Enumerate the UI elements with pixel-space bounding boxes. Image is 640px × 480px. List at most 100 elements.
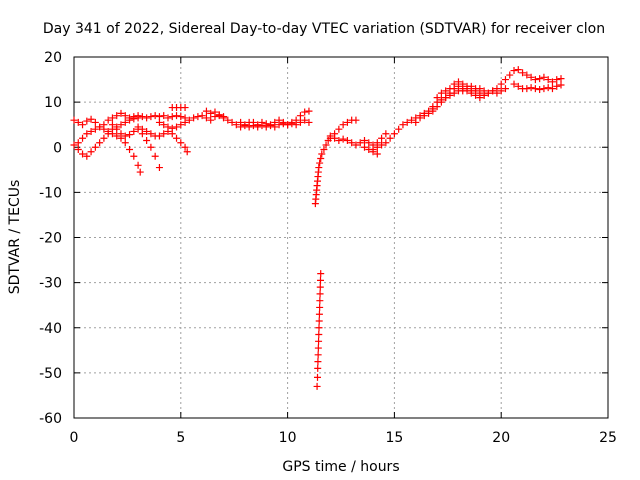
data-point xyxy=(514,82,522,90)
data-point xyxy=(173,134,181,142)
data-point xyxy=(279,120,287,128)
data-point xyxy=(425,109,433,117)
data-point xyxy=(108,114,116,122)
data-point xyxy=(262,123,270,131)
data-point xyxy=(183,148,191,156)
data-point xyxy=(320,146,328,154)
data-point xyxy=(352,116,360,124)
data-point xyxy=(91,118,99,126)
data-point xyxy=(514,66,522,74)
data-point xyxy=(130,152,138,160)
x-tick-label: 20 xyxy=(492,430,510,446)
data-point xyxy=(211,108,219,116)
data-point xyxy=(343,118,351,126)
data-point xyxy=(181,118,189,126)
data-point xyxy=(360,136,368,144)
data-point xyxy=(113,132,121,140)
data-point xyxy=(83,130,91,138)
data-point xyxy=(296,112,304,120)
data-point xyxy=(138,113,146,121)
data-point xyxy=(314,358,322,366)
data-point xyxy=(258,122,266,130)
data-point xyxy=(459,80,467,88)
data-point xyxy=(429,103,437,111)
data-point xyxy=(356,139,364,147)
data-point xyxy=(228,118,236,126)
data-point xyxy=(407,116,415,124)
data-point xyxy=(527,73,535,81)
data-point xyxy=(519,69,527,77)
data-point xyxy=(527,84,535,92)
data-point xyxy=(91,143,99,151)
data-point xyxy=(382,130,390,138)
y-tick-labels: -60 -50 -40 -30 -20 -10 0 10 20 xyxy=(39,50,62,427)
data-point xyxy=(305,118,313,126)
data-point xyxy=(224,116,232,124)
data-point xyxy=(339,135,347,143)
data-point xyxy=(318,150,326,158)
data-point xyxy=(232,121,240,129)
data-point xyxy=(510,80,518,88)
data-point xyxy=(121,118,129,126)
data-point xyxy=(237,123,245,131)
x-tick-labels: 0 5 10 15 20 25 xyxy=(70,430,617,446)
data-point xyxy=(369,146,377,154)
y-tick-label: -30 xyxy=(39,276,62,292)
data-point xyxy=(83,117,91,125)
data-point xyxy=(472,91,480,99)
data-point xyxy=(155,132,163,140)
data-point xyxy=(70,141,78,149)
data-point xyxy=(100,125,108,133)
data-point xyxy=(134,123,142,131)
data-point xyxy=(395,125,403,133)
data-point xyxy=(548,78,556,86)
data-point xyxy=(275,121,283,129)
x-tick-label: 15 xyxy=(385,430,403,446)
data-point xyxy=(360,143,368,151)
data-point xyxy=(416,114,424,122)
data-point xyxy=(121,132,129,140)
data-point xyxy=(442,87,450,95)
data-point xyxy=(74,139,82,147)
data-point xyxy=(390,130,398,138)
data-point xyxy=(267,122,275,130)
data-point xyxy=(501,85,509,93)
data-point xyxy=(202,114,210,122)
data-point xyxy=(113,125,121,133)
data-point xyxy=(130,127,138,135)
data-point xyxy=(143,114,151,122)
y-tick-label: -10 xyxy=(39,185,62,201)
axis-ticks xyxy=(73,56,609,419)
data-point xyxy=(373,139,381,147)
x-tick-label: 10 xyxy=(279,430,297,446)
data-point xyxy=(553,76,561,84)
data-point xyxy=(190,114,198,122)
data-point xyxy=(194,113,202,121)
data-point xyxy=(91,125,99,133)
data-point xyxy=(557,75,565,83)
data-point xyxy=(134,161,142,169)
x-tick-label: 5 xyxy=(176,430,185,446)
data-point xyxy=(87,127,95,135)
data-point xyxy=(288,120,296,128)
y-tick-label: -40 xyxy=(39,321,62,337)
data-point xyxy=(83,152,91,160)
data-point xyxy=(74,146,82,154)
data-point xyxy=(437,89,445,97)
data-point xyxy=(155,113,163,121)
data-point xyxy=(245,123,253,131)
data-point xyxy=(168,124,176,132)
data-point xyxy=(420,112,428,120)
data-point xyxy=(399,121,407,129)
data-point xyxy=(339,121,347,129)
data-point xyxy=(314,344,322,352)
data-point xyxy=(442,94,450,102)
data-point xyxy=(314,373,322,381)
data-point xyxy=(292,121,300,129)
data-point xyxy=(100,134,108,142)
data-point xyxy=(96,139,104,147)
data-point xyxy=(143,127,151,135)
data-point xyxy=(317,155,325,163)
data-point xyxy=(254,123,262,131)
